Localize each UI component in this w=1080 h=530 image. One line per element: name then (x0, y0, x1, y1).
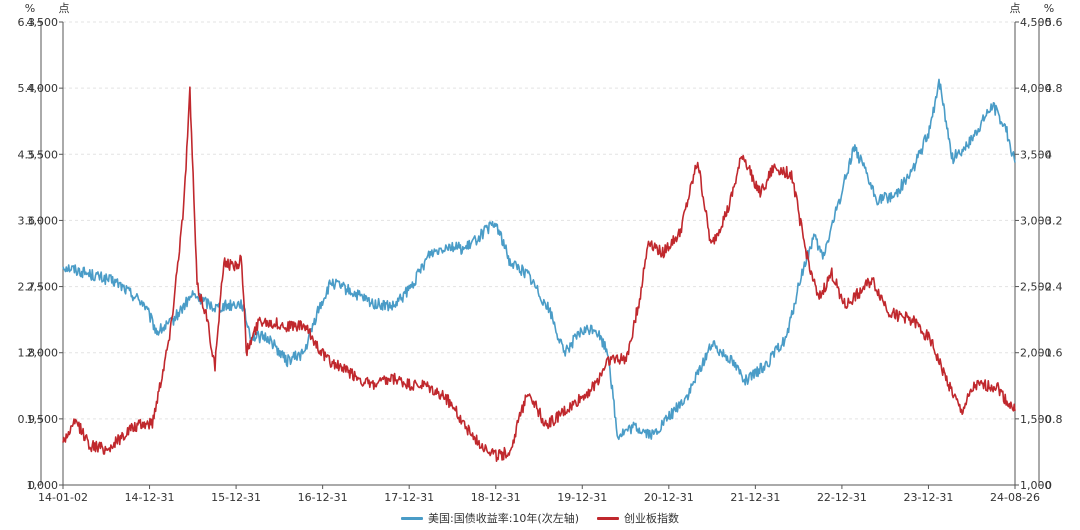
tick-label-right-outer: 4 (1045, 148, 1052, 161)
tick-label-left-outer: 6.3 (18, 16, 36, 29)
tick-label-left-index: 1,500 (27, 413, 59, 426)
tick-label-left-index: 3,000 (27, 214, 59, 227)
unit-label-right-outer: % (1044, 2, 1054, 15)
unit-label-right-inner: 点 (1010, 2, 1021, 15)
tick-label-right-outer: 5.6 (1045, 16, 1063, 29)
y-right-outer-axis: 0 0.8 1.6 2.4 3.2 4 4.8 5.6 (1038, 16, 1063, 492)
tick-label-right-outer: 2.4 (1045, 281, 1063, 294)
tick-label-left-outer: 0.9 (18, 413, 36, 426)
tick-label-left-outer: 3.6 (18, 214, 36, 227)
tick-label-right-outer: 4.8 (1045, 82, 1063, 95)
tick-label-right-index: 3,000 (1020, 214, 1052, 227)
tick-label-x: 15-12-31 (211, 491, 261, 504)
y-left-outer-axis: 0 0.9 1.8 2.7 3.6 4.5 5.4 6.3 (18, 16, 42, 492)
series-line-chinext-index (62, 86, 1016, 463)
unit-label-left-inner: 点 (59, 2, 70, 15)
tick-label-x: 14-01-02 (38, 491, 88, 504)
y-right-index-axis: 1,000 1,500 2,000 2,500 3,000 3,500 4,000 4,500 (1014, 16, 1052, 492)
tick-label-left-outer: 5.4 (18, 82, 36, 95)
tick-label-x: 19-12-31 (557, 491, 607, 504)
legend-swatch-chinext (597, 516, 619, 520)
legend-item-treasury[interactable]: 美国:国债收益率:10年(次左轴) (401, 510, 579, 526)
tick-label-right-index: 1,500 (1020, 413, 1052, 426)
tick-label-right-outer: 0 (1045, 479, 1052, 492)
tick-label-x: 16-12-31 (298, 491, 348, 504)
tick-label-x: 20-12-31 (644, 491, 694, 504)
tick-label-x: 14-12-31 (125, 491, 175, 504)
tick-label-right-index: 4,000 (1020, 82, 1052, 95)
unit-label-left-outer: % (25, 2, 35, 15)
tick-label-x: 24-08-26 (990, 491, 1040, 504)
tick-label-x: 23-12-31 (903, 491, 953, 504)
legend-label-treasury: 美国:国债收益率:10年(次左轴) (428, 512, 579, 525)
y-left-index-axis: 1,000 1,500 2,000 2,500 3,000 3,500 4,000 4,500 (27, 16, 64, 492)
tick-label-left-index: 4,000 (27, 82, 59, 95)
tick-label-right-index: 2,500 (1020, 281, 1052, 294)
tick-label-x: 21-12-31 (730, 491, 780, 504)
gridlines (63, 21, 1015, 420)
tick-label-left-outer: 1.8 (18, 347, 36, 360)
tick-label-left-index: 3,500 (27, 148, 59, 161)
tick-label-x: 17-12-31 (384, 491, 434, 504)
legend-label-chinext: 创业板指数 (624, 512, 679, 525)
tick-label-right-index: 2,000 (1020, 347, 1052, 360)
tick-label-right-index: 3,500 (1020, 148, 1052, 161)
legend-swatch-treasury (401, 516, 423, 520)
x-axis: 14-01-02 14-12-31 15-12-31 16-12-31 17-12-31… (38, 484, 1040, 504)
tick-label-right-outer: 3.2 (1045, 214, 1063, 227)
tick-label-right-index: 1,000 (1020, 479, 1052, 492)
tick-label-left-index: 1,000 (27, 479, 59, 492)
series-lines (62, 78, 1016, 463)
tick-label-left-outer: 0 (28, 479, 35, 492)
legend: 美国:国债收益率:10年(次左轴) 创业板指数 (0, 510, 1080, 526)
tick-label-left-outer: 2.7 (18, 281, 36, 294)
legend-item-chinext[interactable]: 创业板指数 (597, 510, 679, 526)
tick-label-right-outer: 0.8 (1045, 413, 1063, 426)
tick-label-left-index: 2,000 (27, 347, 59, 360)
tick-label-x: 22-12-31 (817, 491, 867, 504)
tick-label-x: 18-12-31 (471, 491, 521, 504)
tick-label-left-index: 4,500 (27, 16, 59, 29)
series-line-treasury-10y (62, 78, 1016, 441)
tick-label-right-index: 4,500 (1020, 16, 1052, 29)
tick-label-right-outer: 1.6 (1045, 347, 1063, 360)
tick-label-left-index: 2,500 (27, 281, 59, 294)
tick-label-left-outer: 4.5 (18, 148, 36, 161)
